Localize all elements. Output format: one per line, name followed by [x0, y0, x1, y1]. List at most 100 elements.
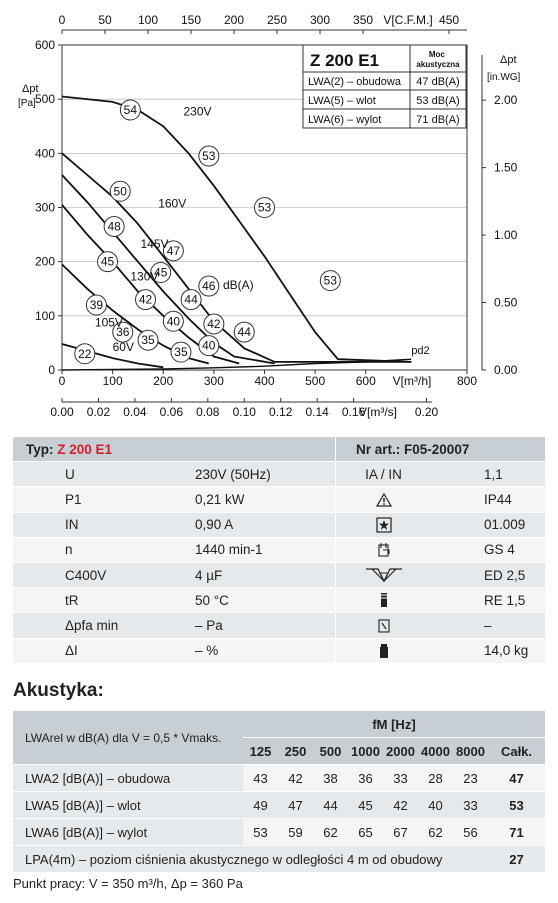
article-label: Nr art.: [356, 441, 401, 457]
star-box-icon [375, 517, 392, 533]
spec-right-value: GS 4 [431, 537, 545, 563]
cfm-tick-label: 0 [59, 13, 66, 27]
sound-marker-circle [119, 99, 141, 121]
sound-marker-label: 47 [167, 244, 181, 258]
inwg-tick-label: 0.50 [494, 296, 518, 310]
lpa-label: LPA(4m) – poziom ciśnienia akustycznego … [13, 845, 488, 873]
spec-right-value: 01.009 [431, 512, 545, 538]
thermal-contact-icon [378, 593, 389, 608]
m3s-tick-label: 0.12 [269, 405, 293, 419]
sound-marker-circle [137, 329, 159, 351]
freq-header: 250 [278, 737, 313, 765]
spec-param: P1 [13, 486, 185, 513]
type-cell: Typ: Z 200 E1 [13, 437, 336, 463]
article-value: F05-20007 [404, 441, 470, 457]
acoustics-value: 42 [278, 764, 313, 792]
spec-value: 230V (50Hz) [185, 461, 336, 488]
curve-labels: 230V 160V 145V 130V 105V 60V dB(A) pd2 [95, 104, 430, 356]
spec-value: 1440 min-1 [185, 537, 336, 563]
freq-header: 8000 [453, 737, 488, 765]
legend-row-value: 47 dB(A) [416, 76, 459, 88]
current-ratio-label: IA / IN [335, 461, 431, 488]
sound-markers: 54 53 53 53 50 48 47 45 45 46 42 44 39 40 42 44 36 35 40 22… [74, 99, 341, 365]
y-tick-label: 600 [35, 38, 55, 52]
spec-param: ΔI [13, 638, 185, 664]
sound-marker-circle [112, 321, 134, 343]
m3s-tick-label: 0.00 [50, 405, 74, 419]
spec-param: Δpfa min [13, 612, 185, 639]
sound-marker-label: 40 [167, 314, 181, 328]
sound-marker-circle [233, 321, 255, 343]
spec-icon-cell [335, 512, 431, 538]
sound-marker-label: 48 [107, 219, 121, 233]
sound-marker-circle [198, 145, 220, 167]
acoustics-value: 67 [383, 818, 418, 846]
spec-row: ΔI – % 14,0 kg [13, 638, 545, 664]
acoustics-row: LWA2 [dB(A)] – obudowa 43 42 38 36 33 28… [13, 764, 545, 792]
voltage-label: 145V [140, 237, 168, 251]
speed-controller-icon [365, 568, 402, 583]
sound-marker-label: 39 [90, 298, 104, 312]
x-tick-label: 200 [153, 374, 173, 388]
voltage-label: 230V [184, 104, 212, 118]
inwg-tick-label: 2.00 [494, 93, 518, 107]
weight-icon [379, 643, 388, 658]
sound-marker-label: 45 [101, 255, 115, 269]
y-tick-label: 400 [35, 146, 55, 160]
spec-value: 50 °C [185, 587, 336, 614]
x-tick-label: 300 [204, 374, 224, 388]
acoustics-total: 71 [488, 818, 545, 846]
voltage-label: 130V [130, 270, 158, 284]
y-tick-label: 0 [48, 363, 55, 377]
x-tick-label: 0 [59, 374, 66, 388]
acoustics-value: 49 [243, 791, 278, 819]
x-axis-label: V[m³/h] [393, 374, 432, 388]
acoustics-value: 56 [453, 818, 488, 846]
legend-box: Z 200 E1 Moc akustyczna LWA(2) – obudowa… [302, 44, 467, 129]
m3s-tick-label: 0.16 [342, 405, 366, 419]
cfm-tick-label: 100 [138, 13, 158, 27]
pd2-label: pd2 [411, 345, 429, 357]
legend-row-label: LWA(5) – wlot [308, 95, 376, 107]
fan-curve [61, 174, 275, 365]
voltage-label: 60V [113, 340, 134, 354]
acoustics-value: 33 [383, 764, 418, 792]
type-label: Typ: [26, 441, 54, 457]
sound-marker-label: 40 [202, 339, 216, 353]
spec-right-value: RE 1,5 [431, 587, 545, 614]
legend-header: Moc akustyczna [416, 50, 460, 69]
spec-value: 0,21 kW [185, 486, 336, 513]
spec-icon-cell [335, 562, 431, 589]
m3s-axis-label: V[m³/s] [359, 405, 397, 419]
y-tick-label: 300 [35, 201, 55, 215]
freq-header: 2000 [383, 737, 418, 765]
spec-param: U [13, 461, 185, 488]
sound-marker-circle [103, 215, 125, 237]
spec-value: – Pa [185, 612, 336, 639]
spec-right-value: ED 2,5 [431, 562, 545, 589]
m3s-tick-label: 0.06 [160, 405, 184, 419]
frequency-row: 125 250 500 1000 2000 4000 8000 Całk. [13, 737, 545, 765]
acoustics-value: 42 [383, 791, 418, 819]
sound-marker-circle [97, 251, 119, 273]
sound-marker-label: 54 [124, 103, 138, 117]
spec-row: n 1440 min-1 GS 4 [13, 537, 545, 563]
spec-right-value: IP44 [431, 486, 545, 513]
spec-icon-cell [335, 612, 431, 639]
legend-row-label: LWA(2) – obudowa [308, 76, 402, 88]
spec-row: tR 50 °C RE 1,5 [13, 587, 545, 614]
sound-marker-label: 53 [202, 149, 216, 163]
cfm-tick-label: 150 [181, 13, 201, 27]
sound-marker-label: 42 [139, 293, 153, 307]
total-header: Całk. [488, 737, 545, 765]
fm-label: fM [Hz] [243, 711, 545, 738]
spec-value: 0,90 A [185, 512, 336, 538]
sound-marker-circle [198, 275, 220, 297]
sound-marker-label: 53 [258, 201, 272, 215]
spec-row: U 230V (50Hz) IA / IN 1,1 [13, 461, 545, 488]
sound-marker-circle [180, 289, 202, 311]
operating-point-note: Punkt pracy: V = 350 m³/h, Δp = 360 Pa [13, 876, 243, 891]
sound-marker-circle [319, 270, 341, 292]
cfm-tick-label: 300 [310, 13, 330, 27]
pa-axis-label: Δpt [22, 83, 39, 95]
